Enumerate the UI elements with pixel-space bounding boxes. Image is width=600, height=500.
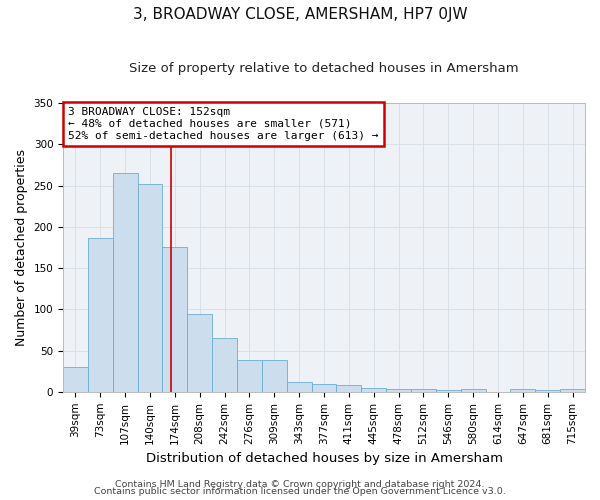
Title: Size of property relative to detached houses in Amersham: Size of property relative to detached ho…	[129, 62, 519, 76]
X-axis label: Distribution of detached houses by size in Amersham: Distribution of detached houses by size …	[146, 452, 503, 465]
Bar	[436, 390, 461, 392]
Bar	[535, 390, 560, 392]
Bar	[113, 173, 137, 392]
Bar	[411, 390, 436, 392]
Bar	[212, 338, 237, 392]
Bar	[262, 360, 287, 392]
Bar	[337, 385, 361, 392]
Bar	[311, 384, 337, 392]
Text: 3, BROADWAY CLOSE, AMERSHAM, HP7 0JW: 3, BROADWAY CLOSE, AMERSHAM, HP7 0JW	[133, 8, 467, 22]
Bar	[386, 388, 411, 392]
Bar	[88, 238, 113, 392]
Bar	[137, 184, 163, 392]
Bar	[187, 314, 212, 392]
Bar	[63, 367, 88, 392]
Bar	[560, 390, 585, 392]
Text: Contains public sector information licensed under the Open Government Licence v3: Contains public sector information licen…	[94, 487, 506, 496]
Text: 3 BROADWAY CLOSE: 152sqm
← 48% of detached houses are smaller (571)
52% of semi-: 3 BROADWAY CLOSE: 152sqm ← 48% of detach…	[68, 108, 379, 140]
Bar	[163, 246, 187, 392]
Text: Contains HM Land Registry data © Crown copyright and database right 2024.: Contains HM Land Registry data © Crown c…	[115, 480, 485, 489]
Y-axis label: Number of detached properties: Number of detached properties	[15, 149, 28, 346]
Bar	[511, 390, 535, 392]
Bar	[461, 390, 485, 392]
Bar	[237, 360, 262, 392]
Bar	[361, 388, 386, 392]
Bar	[287, 382, 311, 392]
